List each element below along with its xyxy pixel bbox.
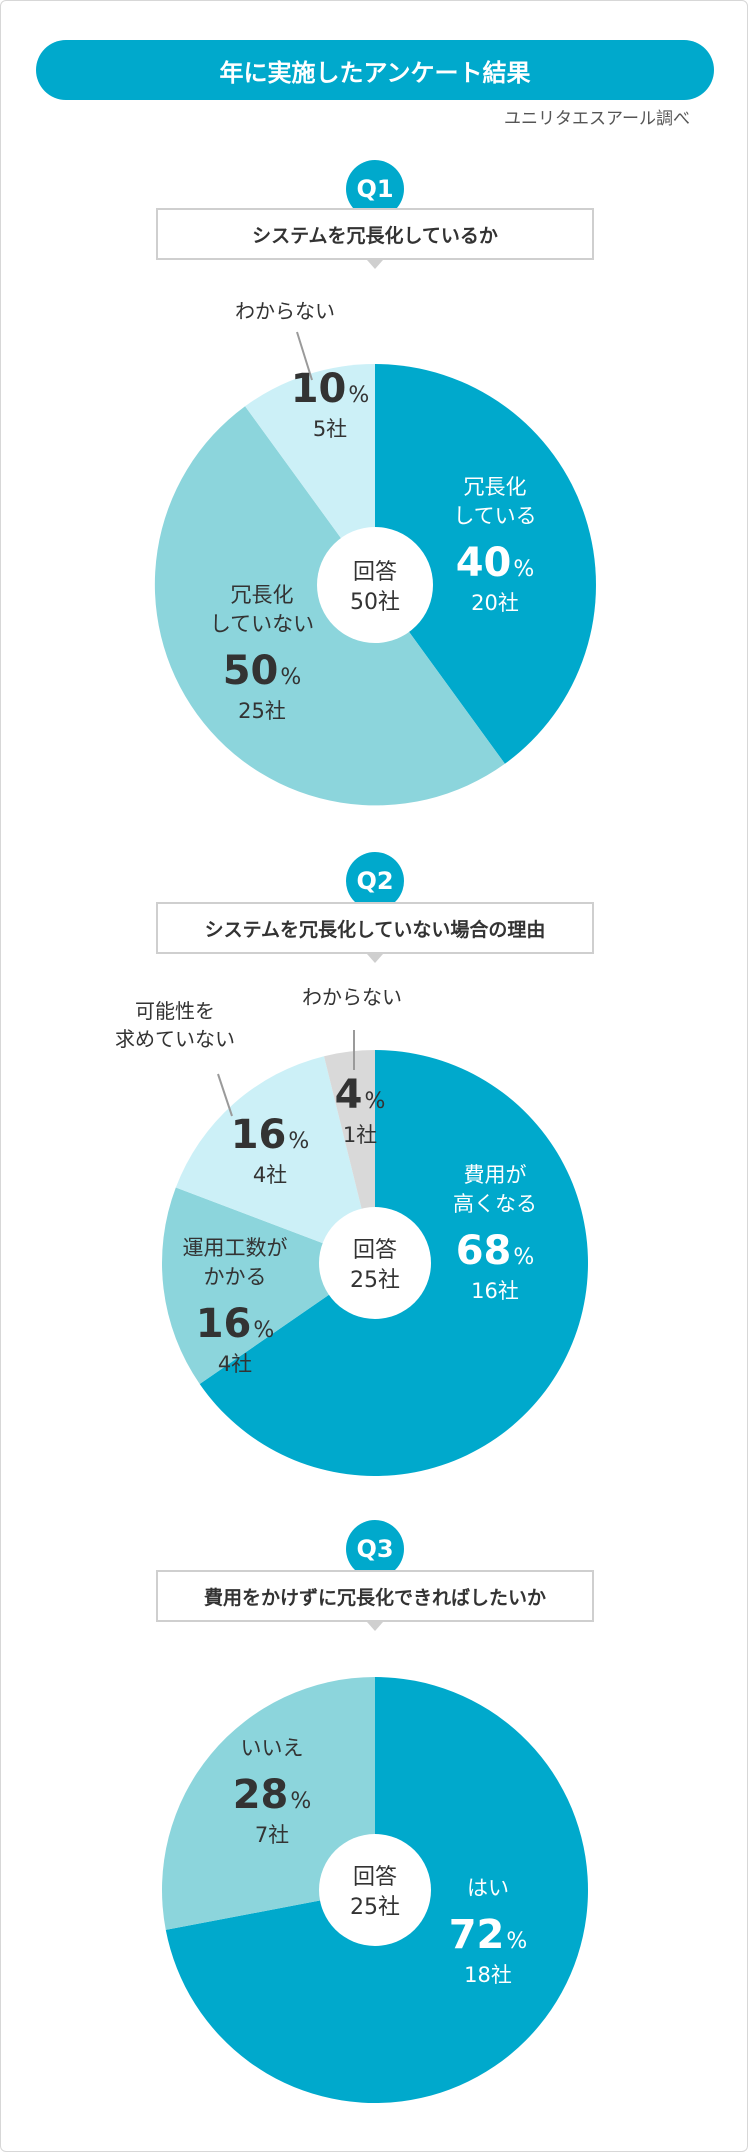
center-total: 25社 — [350, 1895, 400, 1920]
q2-badge: Q2 — [346, 852, 404, 910]
center-label: 回答 — [353, 1865, 397, 1890]
q1-question: システムを冗長化しているか — [156, 208, 594, 260]
q3-badge: Q3 — [346, 1520, 404, 1578]
category-label: 運用工数が — [183, 1236, 288, 1260]
pie-center — [317, 527, 433, 643]
percent-label: 68% — [456, 1228, 535, 1274]
category-label: はい — [467, 1876, 509, 1900]
count-label: 20社 — [471, 591, 519, 615]
q1-pie-chart: 回答50社冗長化している40%20社冗長化していない50%25社わからない10%… — [154, 299, 596, 806]
pie-slice-2 — [161, 1677, 375, 1930]
count-label: 5社 — [313, 417, 347, 441]
pie-slice-3 — [175, 1056, 375, 1263]
leader-line — [296, 331, 313, 381]
count-label: 16社 — [471, 1279, 519, 1303]
page-title: 年に実施したアンケート結果 — [36, 40, 714, 100]
center-total: 50社 — [350, 590, 400, 615]
source-note: ユニリタエスアール調べ — [504, 109, 690, 129]
percent-label: 16% — [196, 1301, 275, 1347]
category-label: していない — [210, 612, 314, 636]
q2-pointer — [367, 954, 383, 963]
category-label: 冗長化 — [231, 583, 294, 607]
percent-label: 4% — [335, 1072, 386, 1118]
category-label: 冗長化 — [464, 475, 527, 499]
count-label: 18社 — [464, 1963, 512, 1987]
count-label: 4社 — [253, 1163, 287, 1187]
count-label: 25社 — [238, 699, 286, 723]
center-label: 回答 — [353, 1238, 397, 1263]
q1-pointer — [367, 260, 383, 269]
category-label: 高くなる — [453, 1192, 537, 1216]
percent-label: 28% — [233, 1772, 312, 1818]
q3-pointer — [367, 1622, 383, 1631]
percent-label: 10% — [291, 366, 370, 412]
category-label: わからない — [302, 985, 402, 1009]
pie-center — [319, 1834, 431, 1946]
q2-question: システムを冗長化していない場合の理由 — [156, 902, 594, 954]
q3-pie-chart: 回答 25社 はい 72% 18社 いいえ 28% 7社 — [161, 1677, 588, 2103]
q3-question: 費用をかけずに冗長化できればしたいか — [156, 1570, 594, 1622]
pie-slice-3 — [245, 364, 375, 585]
category-label: 可能性を — [135, 999, 215, 1023]
category-label: 費用が — [464, 1163, 527, 1187]
leader-line — [217, 1073, 233, 1117]
pie-slice-1 — [375, 364, 596, 764]
center-label: 回答 — [353, 560, 397, 585]
center-total: 25社 — [350, 1268, 400, 1293]
category-label: いいえ — [241, 1736, 304, 1760]
category-label: かかる — [204, 1265, 267, 1289]
category-label: わからない — [235, 299, 335, 323]
percent-label: 50% — [223, 648, 302, 694]
category-label: 求めていない — [115, 1027, 235, 1051]
count-label: 1社 — [343, 1123, 377, 1147]
pie-slice-2 — [161, 1187, 375, 1384]
percent-label: 16% — [231, 1112, 310, 1158]
pie-center — [319, 1207, 431, 1319]
count-label: 7社 — [255, 1823, 289, 1847]
percent-label: 40% — [456, 540, 535, 586]
count-label: 4社 — [218, 1352, 252, 1376]
category-label: している — [453, 504, 536, 528]
percent-label: 72% — [449, 1912, 528, 1958]
